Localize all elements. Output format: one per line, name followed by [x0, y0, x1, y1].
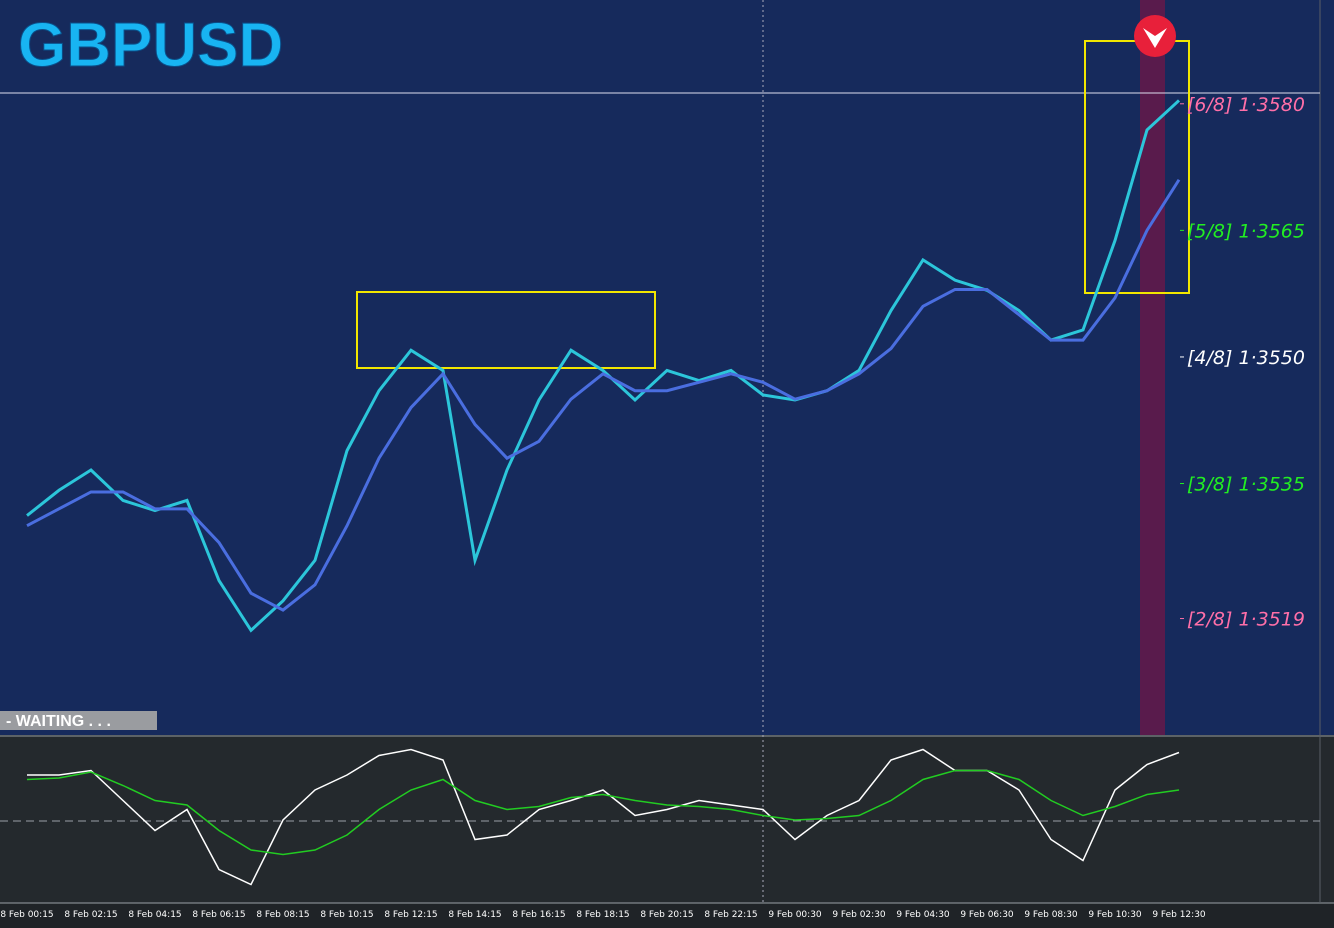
y-tick-label: [3/8] 1·3535 — [1187, 474, 1305, 496]
logo-mark — [1143, 28, 1167, 48]
x-tick-label: 9 Feb 00:30 — [768, 910, 822, 920]
chart-title: GBPUSD — [18, 11, 283, 80]
x-tick-label: 9 Feb 10:30 — [1088, 910, 1142, 920]
series-line — [26, 769, 1180, 856]
status-text: - WAITING . . . — [6, 713, 111, 730]
series-line — [26, 178, 1181, 612]
x-tick-label: 8 Feb 10:15 — [320, 910, 373, 920]
x-tick-label: 9 Feb 06:30 — [960, 910, 1014, 920]
y-tick-label: [5/8] 1·3565 — [1187, 220, 1305, 242]
y-tick-label: [6/8] 1·3580 — [1187, 94, 1305, 116]
status-box — [0, 711, 157, 730]
x-tick-label: 8 Feb 14:15 — [448, 910, 501, 920]
highlight-box — [356, 291, 656, 369]
x-tick-label: 9 Feb 04:30 — [896, 910, 950, 920]
x-tick-label: 8 Feb 00:15 — [0, 910, 53, 920]
x-tick-label: 8 Feb 18:15 — [576, 910, 629, 920]
x-tick-label: 9 Feb 12:30 — [1152, 910, 1206, 920]
x-tick-label: 8 Feb 06:15 — [192, 910, 245, 920]
x-tick-label: 9 Feb 08:30 — [1024, 910, 1078, 920]
y-tick-label: [2/8] 1·3519 — [1187, 609, 1305, 631]
x-tick-label: 8 Feb 20:15 — [640, 910, 693, 920]
oscillator-panel — [0, 737, 1334, 903]
x-tick-label: 8 Feb 02:15 — [64, 910, 117, 920]
x-tick-label: 8 Feb 12:15 — [384, 910, 437, 920]
x-tick-label: 8 Feb 04:15 — [128, 910, 181, 920]
x-tick-label: 8 Feb 08:15 — [256, 910, 309, 920]
x-tick-label: 8 Feb 16:15 — [512, 910, 565, 920]
x-tick-label: 9 Feb 02:30 — [832, 910, 886, 920]
y-tick-label: [4/8] 1·3550 — [1187, 347, 1305, 369]
x-tick-label: 8 Feb 22:15 — [704, 910, 757, 920]
time-axis — [0, 903, 1334, 928]
main-panel — [0, 0, 1334, 735]
session-band — [1140, 0, 1165, 735]
